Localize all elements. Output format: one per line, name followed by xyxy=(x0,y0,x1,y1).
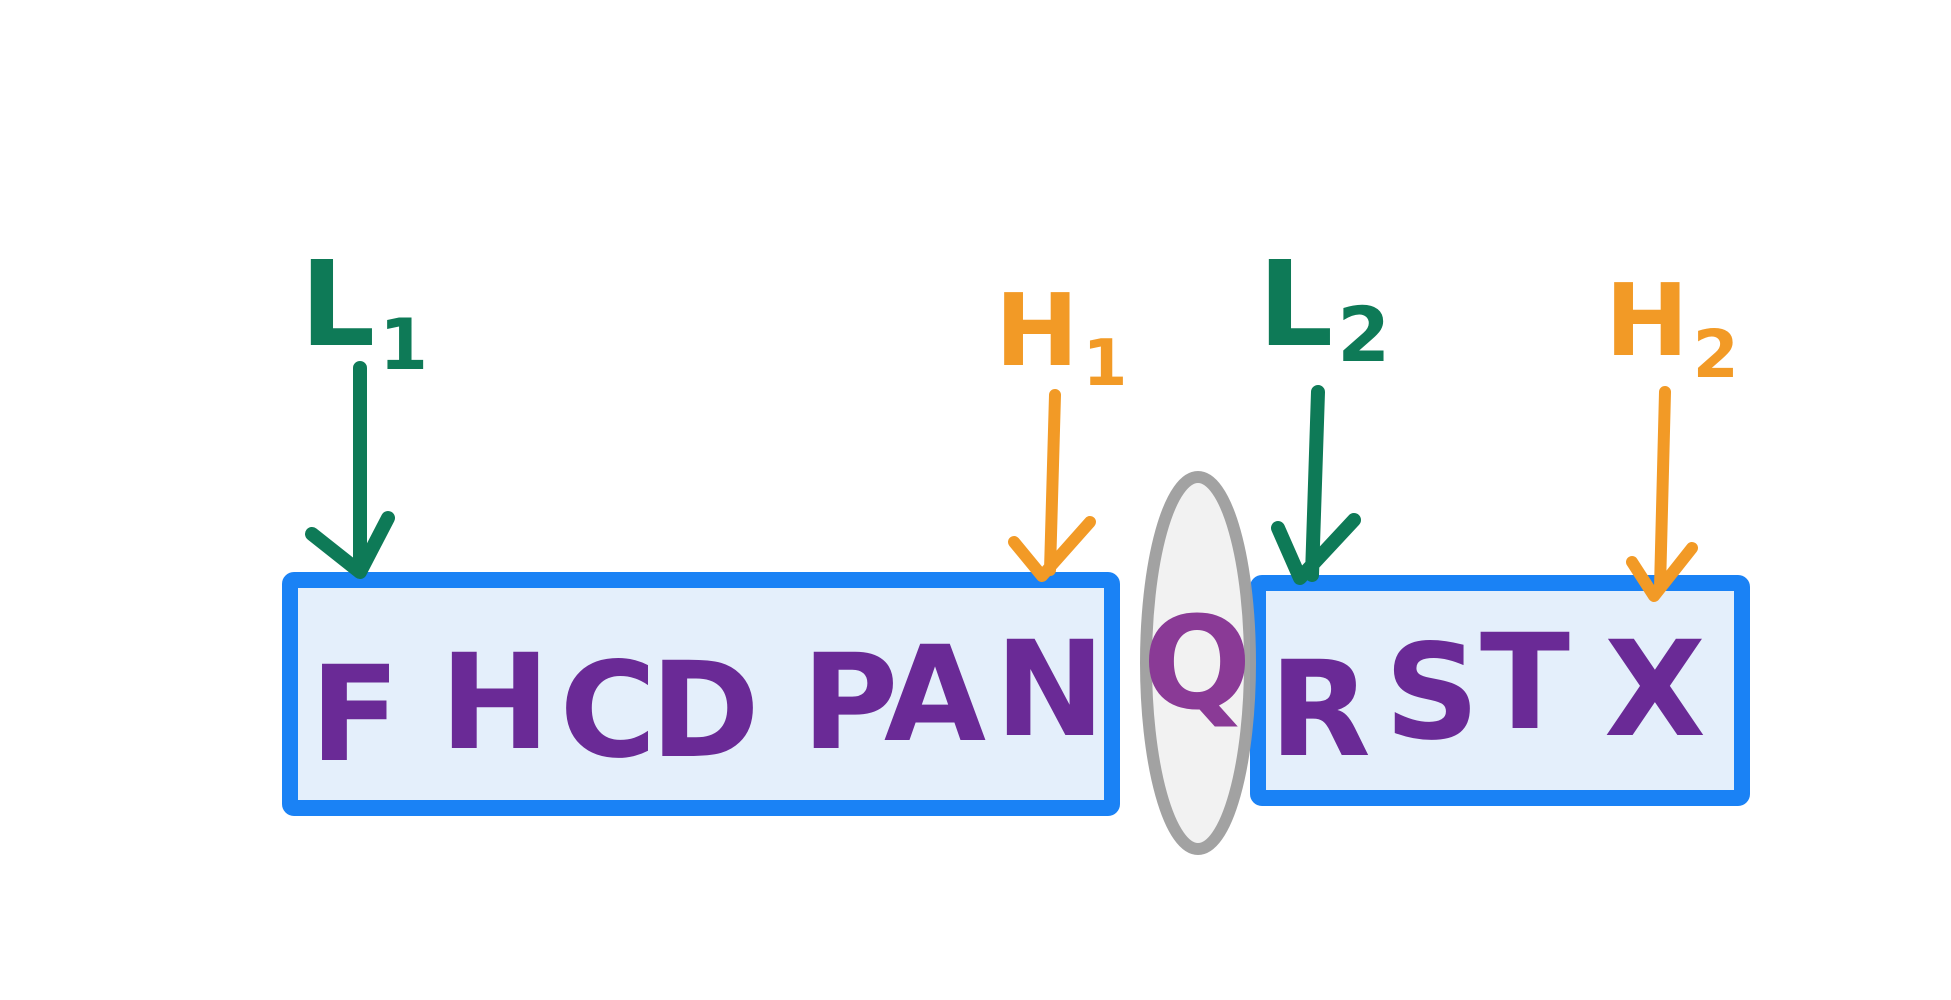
left-letter: D xyxy=(650,634,760,788)
left-letter: P xyxy=(802,626,899,780)
pointer-h2: H2 xyxy=(1605,262,1739,602)
pointer-l2: L2 xyxy=(1258,235,1390,585)
down-arrow-icon xyxy=(1271,385,1361,585)
pointer-h1-name: H xyxy=(995,272,1079,389)
right-letter: T xyxy=(1480,606,1570,760)
middle-letter: Q xyxy=(1143,590,1252,739)
pointer-h2-name: H xyxy=(1605,262,1689,379)
right-letter: X xyxy=(1604,613,1706,767)
down-arrow-icon xyxy=(1008,389,1096,582)
pointer-l1-name: L xyxy=(300,235,375,373)
left-letter: H xyxy=(440,626,550,780)
left-letter: N xyxy=(995,613,1105,767)
left-half-box xyxy=(282,572,1120,816)
pointer-l1: L1 xyxy=(300,235,428,579)
pointer-l2-sub: 2 xyxy=(1337,290,1390,379)
pointer-h1: H1 xyxy=(995,272,1127,582)
right-letter: R xyxy=(1269,633,1371,787)
pointer-l2-name: L xyxy=(1258,235,1333,373)
middle-oval xyxy=(1140,471,1256,855)
down-arrow-icon xyxy=(1626,386,1698,602)
right-letter: S xyxy=(1384,616,1479,770)
pointer-l1-sub: 1 xyxy=(379,304,428,386)
svg-text:H1: H1 xyxy=(995,272,1127,401)
left-letter: A xyxy=(884,618,986,772)
pointer-h2-sub: 2 xyxy=(1693,316,1739,393)
left-letter: C xyxy=(560,634,657,788)
left-letter: F xyxy=(310,638,400,792)
right-half-box xyxy=(1250,575,1750,806)
svg-text:H2: H2 xyxy=(1605,262,1739,393)
svg-text:L2: L2 xyxy=(1258,235,1390,379)
svg-text:L1: L1 xyxy=(300,235,428,386)
pointer-h1-sub: 1 xyxy=(1083,327,1128,401)
down-arrow-icon xyxy=(305,361,395,579)
